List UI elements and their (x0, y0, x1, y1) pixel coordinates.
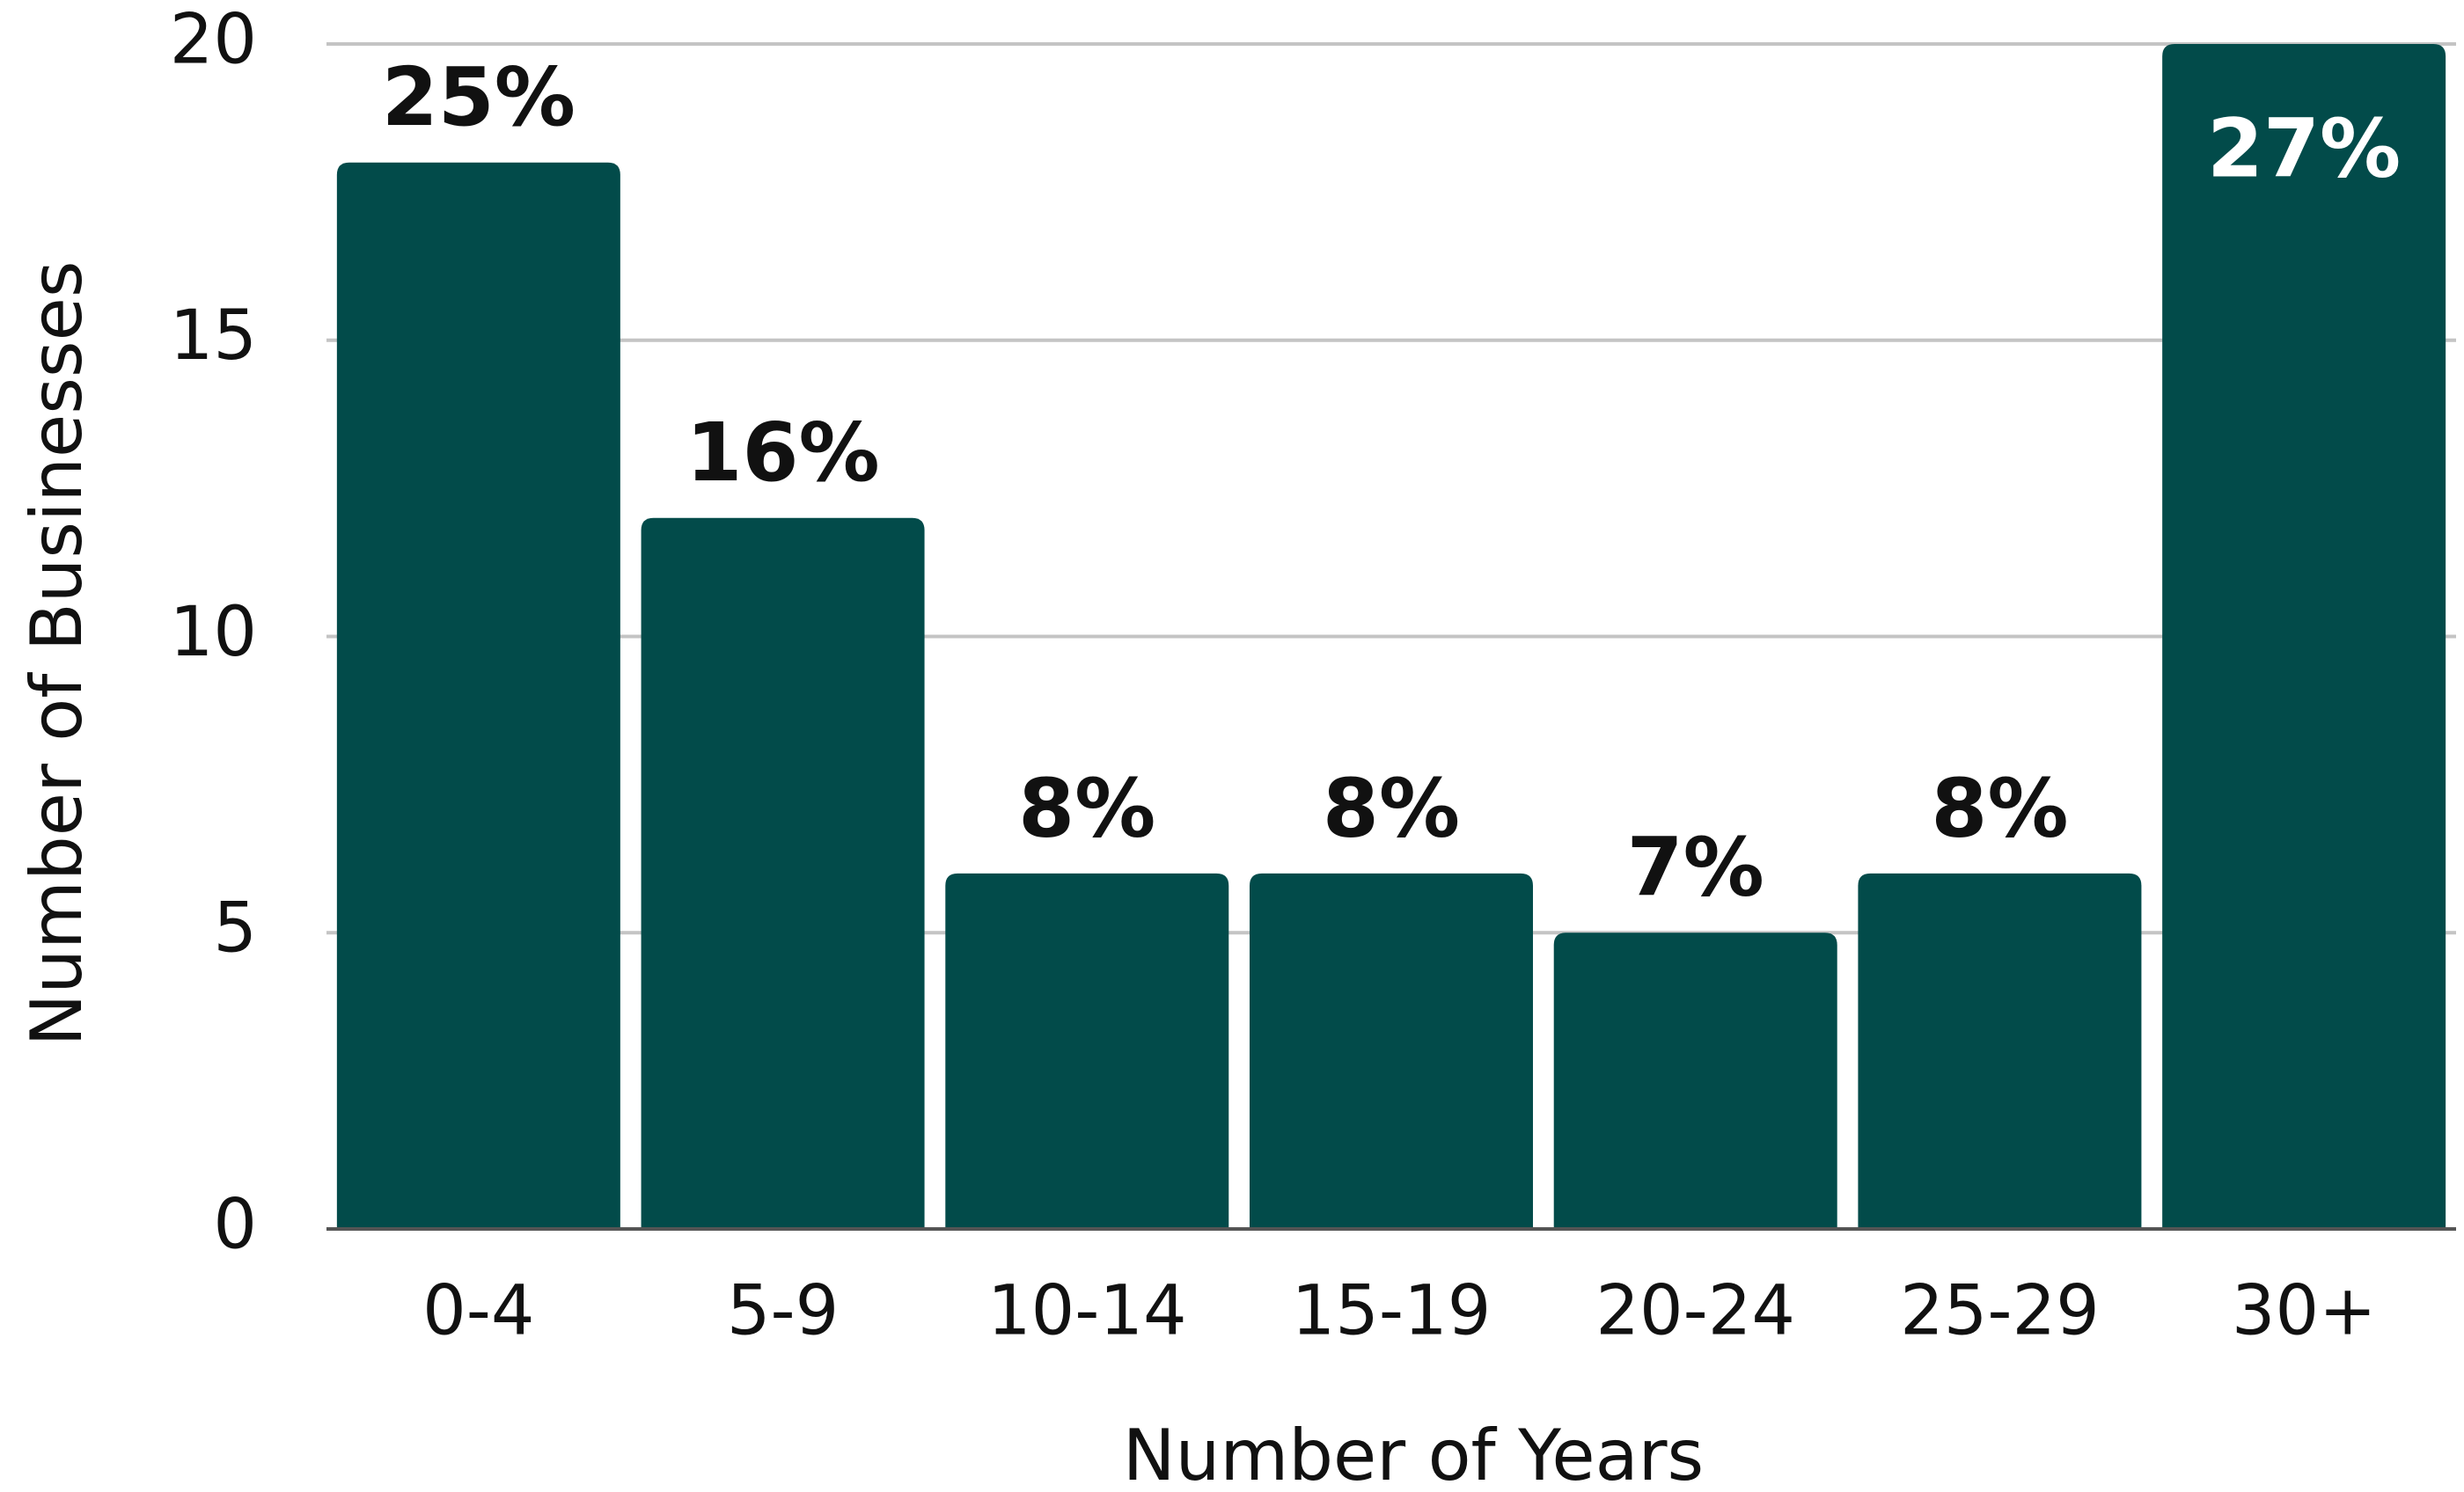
bar (1858, 873, 2142, 1229)
x-tick-label: 25-29 (1900, 1271, 2100, 1350)
bar-label: 25% (382, 50, 576, 144)
bar-label: 16% (686, 406, 879, 500)
bar-label: 27% (2207, 101, 2401, 195)
x-tick-label: 0-4 (422, 1271, 534, 1350)
y-tick-label: 15 (170, 296, 257, 376)
bar (1553, 933, 1837, 1229)
y-axis-title: Number of Businesses (16, 260, 98, 1046)
bar-label: 8% (1323, 761, 1460, 855)
x-tick-label: 30+ (2232, 1271, 2377, 1350)
bar-label: 8% (1931, 761, 2068, 855)
x-tick-label: 15-19 (1292, 1271, 1492, 1350)
bar-label: 8% (1018, 761, 1155, 855)
bar (2162, 44, 2446, 1229)
y-tick-label: 20 (170, 0, 257, 79)
x-tick-label: 20-24 (1595, 1271, 1795, 1350)
x-tick-label: 5-9 (727, 1271, 839, 1350)
x-axis-title: Number of Years (1123, 1415, 1704, 1492)
bar-label: 7% (1627, 821, 1764, 915)
y-tick-label: 0 (213, 1185, 257, 1264)
bar (641, 517, 925, 1229)
y-tick-label: 5 (213, 889, 257, 969)
bar (945, 873, 1229, 1229)
bar (336, 162, 620, 1230)
x-tick-label: 10-14 (987, 1271, 1187, 1350)
bar (1250, 873, 1533, 1229)
y-tick-label: 10 (170, 593, 257, 672)
